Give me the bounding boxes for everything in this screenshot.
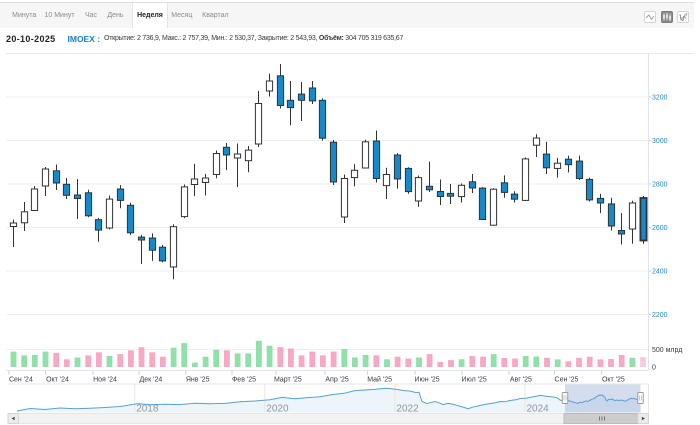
svg-text:Май '25: Май '25 <box>367 376 392 384</box>
svg-text:Фев '25: Фев '25 <box>232 377 256 384</box>
svg-text:500 млрд: 500 млрд <box>652 347 682 354</box>
svg-text:2800: 2800 <box>652 182 668 189</box>
svg-text:2020: 2020 <box>266 404 289 415</box>
svg-text:Окт '25: Окт '25 <box>602 377 625 384</box>
svg-text:3000: 3000 <box>652 138 668 145</box>
svg-text:Июл '25: Июл '25 <box>461 377 486 384</box>
svg-text:Окт '24: Окт '24 <box>46 377 69 384</box>
svg-text:3200: 3200 <box>652 95 668 102</box>
svg-text:Авг '25: Авг '25 <box>510 377 532 384</box>
svg-text:0: 0 <box>652 365 656 372</box>
svg-text:Янв '25: Янв '25 <box>186 377 210 384</box>
svg-text:Сен '24: Сен '24 <box>9 377 33 384</box>
svg-text:Сен '25: Сен '25 <box>555 377 579 384</box>
svg-text:2024: 2024 <box>527 404 550 415</box>
svg-text:Дек '24: Дек '24 <box>140 377 163 384</box>
svg-text:2400: 2400 <box>652 269 668 276</box>
svg-text:2600: 2600 <box>652 225 668 232</box>
svg-text:Июн '25: Июн '25 <box>414 377 439 384</box>
svg-text:Апр '25: Апр '25 <box>325 377 349 384</box>
svg-text:2200: 2200 <box>652 312 668 319</box>
svg-text:2022: 2022 <box>396 404 419 415</box>
svg-text:Март '25: Март '25 <box>274 377 302 384</box>
svg-text:2018: 2018 <box>136 404 159 415</box>
svg-text:Ноя '24: Ноя '24 <box>93 377 117 384</box>
